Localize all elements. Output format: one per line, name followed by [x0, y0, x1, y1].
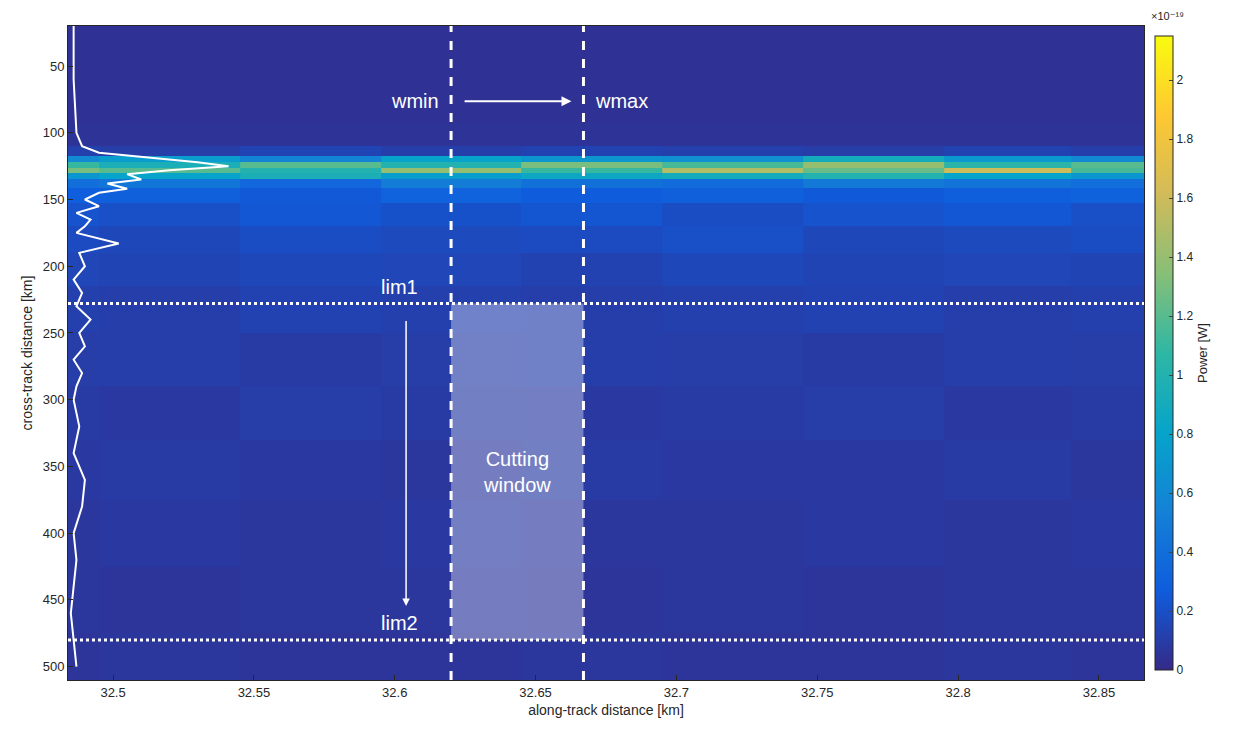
svg-text:1.2: 1.2: [1176, 309, 1193, 323]
svg-text:2: 2: [1176, 73, 1183, 87]
svg-text:wmin: wmin: [391, 90, 439, 112]
svg-text:100: 100: [43, 125, 65, 140]
svg-text:32.65: 32.65: [519, 685, 552, 700]
svg-text:32.75: 32.75: [801, 685, 834, 700]
svg-text:32.55: 32.55: [238, 685, 271, 700]
svg-text:lim2: lim2: [381, 612, 418, 634]
svg-text:400: 400: [43, 526, 65, 541]
svg-text:32.85: 32.85: [1083, 685, 1116, 700]
svg-text:32.7: 32.7: [664, 685, 689, 700]
svg-text:32.8: 32.8: [945, 685, 970, 700]
svg-text:350: 350: [43, 459, 65, 474]
svg-text:0.2: 0.2: [1176, 604, 1193, 618]
svg-text:0.6: 0.6: [1176, 486, 1193, 500]
svg-text:300: 300: [43, 392, 65, 407]
svg-text:450: 450: [43, 592, 65, 607]
svg-text:Cuttingwindow: Cuttingwindow: [483, 448, 551, 496]
svg-text:200: 200: [43, 259, 65, 274]
svg-text:along-track distance [km]: along-track distance [km]: [528, 702, 684, 718]
svg-text:1.6: 1.6: [1176, 191, 1193, 205]
svg-text:1.8: 1.8: [1176, 132, 1193, 146]
svg-text:0: 0: [1176, 663, 1183, 677]
svg-text:32.6: 32.6: [382, 685, 407, 700]
svg-text:0.8: 0.8: [1176, 427, 1193, 441]
svg-text:lim1: lim1: [381, 276, 418, 298]
svg-text:1.4: 1.4: [1176, 250, 1193, 264]
svg-text:wmax: wmax: [595, 90, 648, 112]
svg-text:Power [W]: Power [W]: [1195, 323, 1210, 383]
svg-text:500: 500: [43, 659, 65, 674]
svg-text:×10⁻¹⁹: ×10⁻¹⁹: [1151, 10, 1184, 22]
svg-text:150: 150: [43, 192, 65, 207]
svg-text:50: 50: [50, 59, 64, 74]
svg-text:32.5: 32.5: [100, 685, 125, 700]
svg-text:cross-track distance [km]: cross-track distance [km]: [19, 276, 35, 431]
svg-text:1: 1: [1176, 368, 1183, 382]
svg-text:0.4: 0.4: [1176, 545, 1193, 559]
svg-text:250: 250: [43, 326, 65, 341]
